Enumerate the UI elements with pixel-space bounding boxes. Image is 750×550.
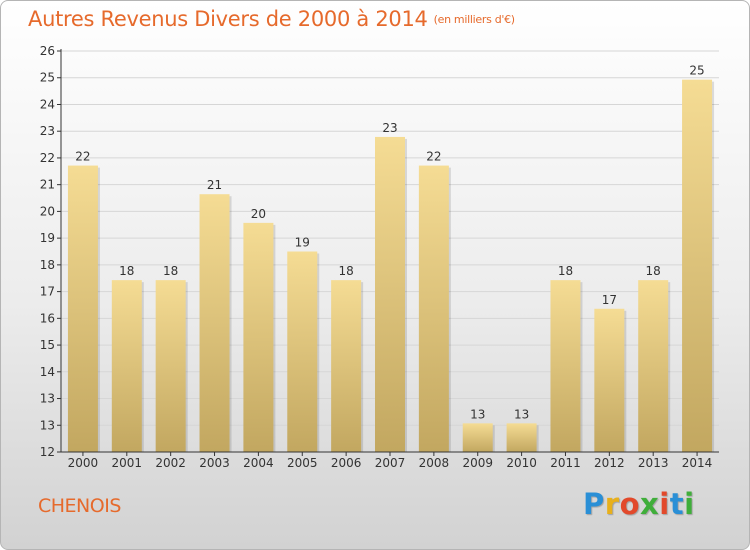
commune-name: CHENOIS (38, 495, 121, 517)
bar (111, 280, 142, 452)
logo-letter: P (583, 487, 605, 521)
bar (462, 423, 493, 452)
y-tick-label: 18 (40, 258, 55, 272)
proxiti-logo: Proxiti (583, 487, 695, 521)
y-tick-label: 13 (40, 392, 55, 406)
bar (375, 136, 405, 452)
x-tick-label: 2000 (68, 456, 99, 470)
logo-letter: i (659, 487, 670, 521)
y-tick-label: 21 (40, 178, 55, 192)
y-tick-label: 15 (40, 338, 55, 352)
x-tick-label: 2010 (506, 456, 537, 470)
x-tick-label: 2013 (638, 456, 669, 470)
data-label: 20 (251, 207, 266, 221)
y-tick-label: 23 (40, 124, 55, 138)
data-label: 19 (295, 236, 310, 250)
data-label: 25 (689, 64, 704, 78)
y-tick-label: 12 (40, 445, 55, 459)
bar (594, 308, 625, 452)
y-tick-label: 14 (40, 365, 55, 379)
data-label: 22 (426, 150, 441, 164)
y-tick-label: 22 (40, 151, 55, 165)
bar (243, 222, 274, 452)
y-tick-label: 20 (40, 204, 55, 218)
x-tick-label: 2002 (155, 456, 186, 470)
data-label: 18 (163, 264, 178, 278)
data-label: 18 (558, 264, 573, 278)
bar (638, 280, 669, 452)
data-label: 22 (75, 150, 90, 164)
x-tick-label: 2003 (199, 456, 230, 470)
logo-letter: i (684, 487, 695, 521)
data-label: 13 (514, 407, 529, 421)
bars: 22 18 18 21 20 19 18 23 22 13 13 18 17 18 25 (67, 64, 715, 453)
bar (682, 79, 713, 453)
x-tick-label: 2007 (375, 456, 406, 470)
bar (550, 280, 581, 452)
y-tick-label: 16 (40, 311, 55, 325)
data-label: 18 (646, 264, 661, 278)
x-tick-label: 2011 (550, 456, 581, 470)
data-label: 18 (338, 264, 353, 278)
x-tick-label: 2005 (287, 456, 318, 470)
y-tick-label: 13 (40, 418, 55, 432)
y-tick-label: 24 (40, 97, 55, 111)
x-tick-label: 2009 (462, 456, 493, 470)
axes: 12 13 13 14 15 16 17 18 19 20 21 22 23 24 25 26 2000 2001… (40, 44, 719, 470)
bar (331, 280, 362, 452)
y-tick-label: 25 (40, 71, 55, 85)
chart-title: Autres Revenus Divers de 2000 à 2014 (en … (28, 7, 515, 31)
logo-letter: r (604, 487, 620, 521)
data-label: 18 (119, 264, 134, 278)
bar (287, 251, 318, 452)
bar (155, 280, 186, 452)
y-tick-label: 17 (40, 285, 55, 299)
data-label: 23 (382, 121, 397, 135)
title-text: Autres Revenus Divers de 2000 à 2014 (28, 7, 428, 31)
logo-letter: o (619, 487, 641, 521)
x-tick-label: 2012 (594, 456, 625, 470)
bar (506, 423, 537, 452)
y-tick-label: 26 (40, 44, 55, 58)
logo-letter: t (669, 487, 685, 521)
y-tick-label: 19 (40, 231, 55, 245)
bar (418, 165, 449, 453)
x-tick-label: 2006 (331, 456, 362, 470)
bar (199, 194, 230, 452)
x-tick-label: 2004 (243, 456, 274, 470)
data-label: 13 (470, 407, 485, 421)
x-tick-label: 2008 (419, 456, 450, 470)
logo-letter: x (640, 487, 660, 521)
x-tick-label: 2014 (682, 456, 713, 470)
x-tick-label: 2001 (112, 456, 143, 470)
bar (67, 165, 98, 453)
unit-label: (en milliers d'€) (433, 13, 515, 26)
data-label: 21 (207, 178, 222, 192)
data-label: 17 (602, 293, 617, 307)
